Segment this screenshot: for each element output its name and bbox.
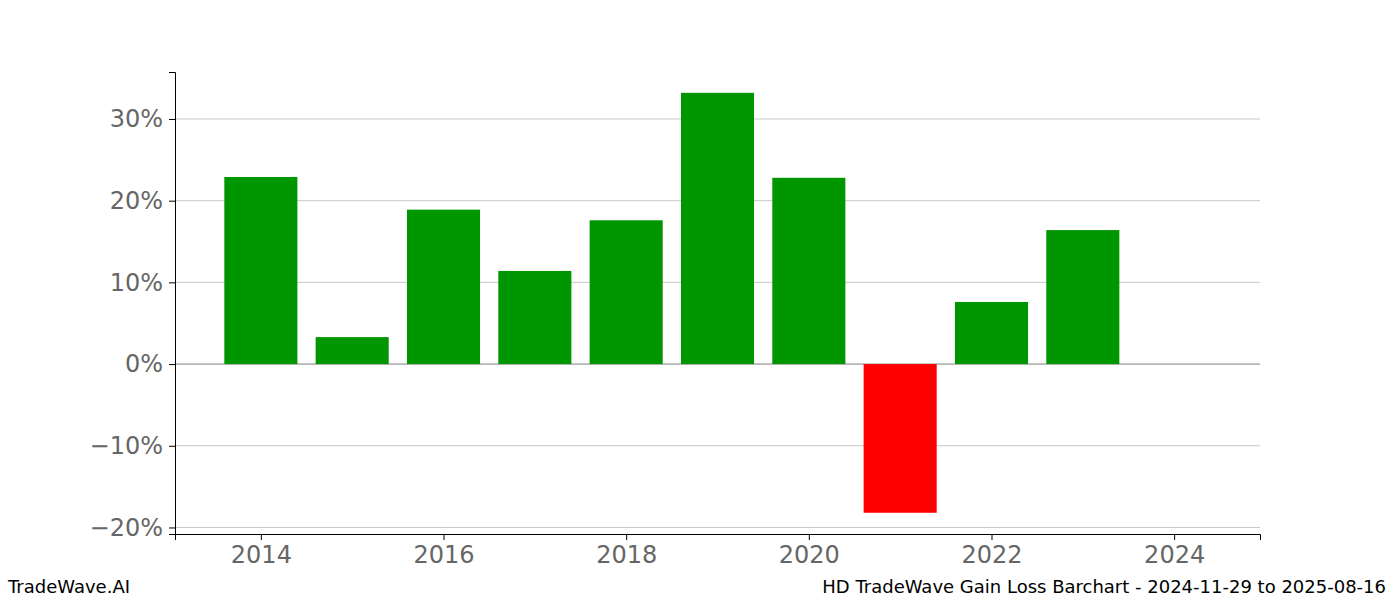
bar [681,93,754,364]
y-axis-line [169,73,176,535]
x-tick-label: 2016 [413,541,474,569]
x-tick-label: 2014 [231,541,292,569]
bar [498,271,571,364]
title: HD TradeWave Gain Loss Barchart - 2024-1… [822,576,1386,597]
x-tick: 2014 [231,534,292,569]
y-tick-mark [169,119,175,120]
x-tick-mark [809,534,810,540]
x-tick-label: 2020 [779,541,840,569]
y-tick-label: −20% [90,514,163,542]
grid-line [175,445,1260,446]
x-axis-line [176,535,1261,541]
bar [224,177,297,364]
y-tick: 10% [110,269,175,297]
y-tick-mark [169,364,175,365]
y-tick: 30% [110,105,175,133]
bar [772,178,845,364]
x-tick-mark [991,534,992,540]
x-tick-mark [1174,534,1175,540]
y-tick-label: −10% [90,432,163,460]
y-tick-label: 20% [110,187,163,215]
x-tick-mark [261,534,262,540]
bar [864,364,937,513]
x-tick: 2018 [596,534,657,569]
x-tick: 2022 [961,534,1022,569]
y-tick: 20% [110,187,175,215]
watermark: TradeWave.AI [7,576,130,597]
y-tick: −20% [90,514,175,542]
bar [1046,230,1119,364]
x-tick-label: 2018 [596,541,657,569]
bar [316,337,389,364]
chart: −20%−10%0%10%20%30%201420162018202020222… [0,0,1400,600]
x-tick-mark [444,534,445,540]
x-tick-label: 2022 [961,541,1022,569]
y-tick-mark [169,201,175,202]
x-tick-label: 2024 [1144,541,1205,569]
y-tick-mark [169,527,175,528]
bar [407,210,480,364]
y-tick: −10% [90,432,175,460]
bars [224,93,1119,513]
x-tick: 2024 [1144,534,1205,569]
y-tick-mark [169,446,175,447]
x-tick: 2016 [413,534,474,569]
x-axis: 2014 2016 2018 2020 2022 2024 [176,534,1261,569]
grid-line [175,527,1260,528]
x-tick-mark [626,534,627,540]
bar [590,220,663,364]
y-tick-label: 0% [125,350,163,378]
plot: −20%−10%0%10%20%30%201420162018202020222… [90,73,1261,570]
y-tick-mark [169,282,175,283]
y-tick: 0% [125,350,175,378]
y-axis: −20% −10% 0% 10% 20% 30% [90,73,176,542]
y-tick-label: 10% [110,269,163,297]
x-tick: 2020 [779,534,840,569]
bar [955,302,1028,364]
y-tick-label: 30% [110,105,163,133]
